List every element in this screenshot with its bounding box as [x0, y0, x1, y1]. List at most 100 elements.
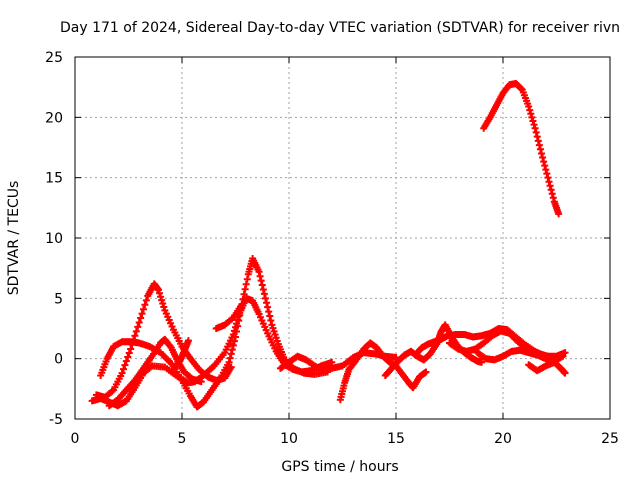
data-point	[527, 110, 535, 118]
data-point	[228, 346, 236, 354]
data-point	[263, 299, 271, 307]
data-point	[157, 293, 165, 301]
data-point	[132, 327, 140, 335]
data-point	[138, 310, 146, 318]
data-point	[235, 317, 243, 325]
data-point	[141, 301, 149, 309]
data-point	[134, 323, 142, 331]
x-tick-label: 20	[494, 431, 512, 447]
data-point	[534, 137, 542, 145]
data-point	[561, 349, 569, 357]
data-point	[154, 286, 162, 294]
data-point	[539, 154, 547, 162]
data-point	[544, 174, 552, 182]
data-point	[232, 333, 239, 341]
data-point	[238, 300, 246, 308]
data-point	[422, 368, 430, 376]
data-series	[88, 80, 569, 411]
data-point	[526, 106, 534, 114]
data-point	[531, 124, 539, 132]
series-track-h	[336, 339, 430, 404]
y-axis-ticks: -5 0 5 10 15 20 25	[45, 50, 610, 428]
data-point	[548, 190, 556, 198]
y-tick-label: 5	[54, 291, 63, 307]
data-point	[525, 102, 533, 110]
data-point	[546, 182, 554, 190]
data-point	[538, 150, 546, 158]
data-point	[536, 145, 544, 153]
data-point	[529, 117, 537, 125]
y-tick-label: -5	[49, 412, 63, 428]
data-point	[267, 316, 275, 324]
data-point	[118, 369, 126, 377]
data-point	[264, 303, 272, 311]
series-track-m	[525, 358, 569, 377]
grid-lines	[75, 57, 610, 419]
data-point	[533, 133, 541, 141]
data-point	[542, 166, 550, 174]
data-point	[528, 113, 536, 121]
data-point	[535, 141, 543, 149]
data-point	[259, 285, 267, 293]
x-tick-label: 25	[601, 431, 619, 447]
data-point	[241, 285, 249, 293]
data-point	[530, 121, 538, 129]
data-point	[229, 341, 237, 349]
data-point	[184, 337, 192, 345]
y-tick-label: 0	[54, 352, 63, 368]
data-point	[543, 170, 551, 178]
data-point	[125, 349, 133, 357]
data-point	[142, 296, 150, 304]
data-point	[156, 289, 164, 297]
data-point	[226, 354, 234, 362]
data-point	[257, 277, 265, 285]
data-point	[137, 314, 145, 322]
data-point	[234, 322, 242, 330]
y-tick-label: 15	[45, 171, 63, 187]
data-point	[225, 358, 233, 366]
data-point	[242, 280, 250, 288]
x-tick-label: 0	[71, 431, 80, 447]
data-point	[122, 357, 130, 365]
data-point	[258, 281, 266, 289]
data-point	[243, 275, 251, 283]
data-point	[160, 303, 168, 311]
y-tick-label: 10	[45, 231, 63, 247]
y-axis-label: SDTVAR / TECUs	[6, 181, 22, 296]
data-point	[159, 300, 167, 308]
data-point	[230, 337, 238, 345]
data-point	[233, 328, 241, 336]
data-point	[197, 378, 205, 386]
data-point	[124, 353, 132, 361]
data-point	[517, 85, 525, 93]
data-point	[127, 345, 135, 353]
data-point	[135, 318, 143, 326]
chart-title: Day 171 of 2024, Sidereal Day-to-day VTE…	[60, 20, 620, 36]
data-point	[549, 194, 557, 202]
data-point	[478, 358, 486, 366]
data-point	[139, 305, 147, 313]
series-track-n	[480, 80, 563, 218]
data-point	[532, 128, 540, 136]
series-track-l	[473, 346, 567, 365]
data-point	[547, 186, 555, 194]
x-axis-label: GPS time / hours	[281, 459, 398, 475]
data-point	[266, 312, 274, 320]
y-tick-label: 20	[45, 110, 63, 126]
data-point	[227, 350, 235, 358]
data-point	[261, 294, 269, 302]
data-point	[240, 290, 248, 298]
data-point	[121, 361, 129, 369]
series-track-f	[212, 300, 246, 332]
x-tick-label: 10	[280, 431, 298, 447]
data-point	[265, 308, 273, 316]
x-tick-label: 15	[387, 431, 405, 447]
data-point	[541, 162, 549, 170]
data-point	[559, 352, 567, 360]
data-point	[555, 210, 563, 218]
data-point	[255, 268, 263, 276]
y-tick-label: 25	[45, 50, 63, 66]
data-point	[328, 358, 336, 366]
series-track-e	[169, 337, 192, 374]
